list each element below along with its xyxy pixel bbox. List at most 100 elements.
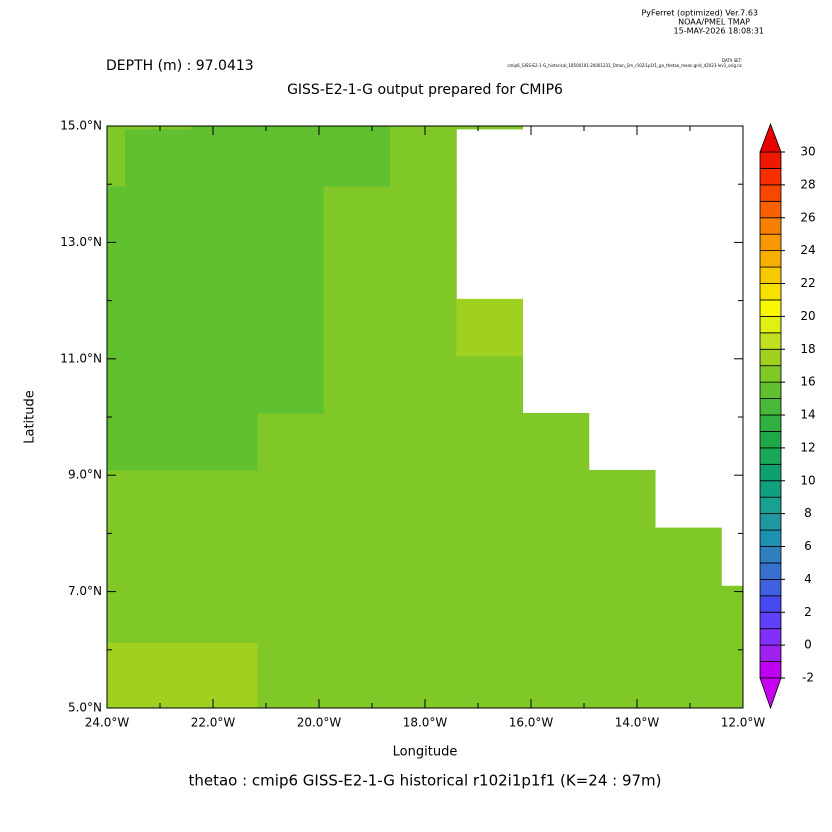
colorbar-band [759, 299, 782, 317]
grid-cell [522, 469, 590, 529]
grid-cell [107, 527, 126, 587]
grid-cell [721, 585, 744, 643]
grid-cell [456, 699, 524, 709]
grid-cell [456, 355, 524, 414]
grid-cell [125, 527, 192, 587]
grid-cell [257, 527, 325, 587]
colorbar-band [759, 414, 782, 432]
grid-cell [191, 126, 259, 130]
grid-cell [456, 469, 524, 529]
colorbar-tick-label: -2 [802, 671, 814, 685]
grid-cell [456, 412, 524, 471]
grid-cell [257, 585, 325, 643]
colorbar-tick-label: 0 [804, 638, 812, 652]
grid-cell [323, 642, 391, 701]
colorbar-band [759, 529, 782, 547]
grid-cell [456, 585, 524, 643]
colorbar-under [759, 677, 782, 710]
grid-cell [323, 469, 391, 529]
grid-cell [107, 585, 126, 643]
grid-cell [588, 585, 656, 643]
colorbar-band [759, 348, 782, 367]
grid-cell [456, 298, 524, 357]
caption: thetao : cmip6 GISS-E2-1-G historical r1… [188, 772, 661, 790]
grid-cell [456, 642, 524, 701]
grid-cell [323, 699, 391, 709]
grid-cell [125, 699, 192, 709]
grid-cell [257, 469, 325, 529]
colorbar-band [759, 398, 782, 416]
y-axis-label: Latitude [23, 390, 38, 444]
colorbar-band [759, 381, 782, 399]
colorbar-band [759, 562, 782, 580]
colorbar-band [759, 283, 782, 301]
x-tick-label: 24.0°W [85, 716, 130, 730]
grid-cell [107, 469, 126, 529]
colorbar-tick-label: 30 [800, 145, 815, 159]
grid-cell [655, 585, 722, 643]
colorbar-band [759, 463, 782, 482]
colorbar-tick-label: 16 [800, 375, 815, 389]
grid-cell [323, 126, 391, 130]
grid-cell [107, 699, 126, 709]
grid-cell [107, 355, 126, 414]
grid-cell [191, 412, 259, 471]
grid-cell [191, 585, 259, 643]
grid-cell [257, 298, 325, 357]
grid-cell [125, 469, 192, 529]
colorbar-tick-label: 28 [800, 177, 815, 191]
grid-cell [390, 298, 457, 357]
colorbar-tick-label: 10 [800, 473, 815, 487]
grid-cell [107, 242, 126, 300]
grid-cell [323, 242, 391, 300]
grid-cell [125, 298, 192, 357]
grid-cell [390, 355, 457, 414]
grid-cell [323, 185, 391, 243]
colorbar-band [759, 200, 782, 219]
colorbar-band [759, 217, 782, 235]
grid-cell [721, 699, 744, 709]
colorbar-tick-label: 24 [800, 243, 815, 257]
grid-cell [125, 355, 192, 414]
x-tick-label: 18.0°W [403, 716, 448, 730]
colorbar-tick-label: 14 [800, 408, 815, 422]
grid-cell [522, 699, 590, 709]
colorbar-band [759, 233, 782, 252]
dataset-name: cmip6_GISS-E2-1-G_historical_18500101-20… [507, 63, 742, 68]
colorbar-band [759, 365, 782, 383]
grid-cell [125, 642, 192, 701]
grid-cell [257, 185, 325, 243]
grid-cell [125, 242, 192, 300]
grid-cell [191, 355, 259, 414]
grid-cell [191, 642, 259, 701]
header-line: 15-MAY-2026 18:08:31 [674, 27, 764, 36]
grid-cell [390, 699, 457, 709]
grid-cell [125, 128, 192, 187]
grid-cell [323, 298, 391, 357]
colorbar-tick-label: 6 [804, 539, 812, 553]
colorbar-band [759, 480, 782, 498]
grid-cell [588, 699, 656, 709]
colorbar-band [759, 250, 782, 268]
colorbar-band [759, 611, 782, 630]
grid-cell [191, 527, 259, 587]
grid-cell [257, 699, 325, 709]
y-tick-label: 11.0°N [60, 351, 102, 365]
y-tick-label: 9.0°N [68, 468, 102, 482]
colorbar-band [759, 151, 782, 169]
colorbar-band [759, 546, 782, 564]
grid-cell [257, 355, 325, 414]
grid-cell [390, 242, 457, 300]
colorbar-band [759, 496, 782, 515]
grid-cell [257, 242, 325, 300]
grid-cell [257, 412, 325, 471]
grid-cell [456, 527, 524, 587]
colorbar-band [759, 168, 782, 186]
colorbar-over [759, 122, 782, 153]
grid-cell [107, 126, 126, 130]
colorbar-band [759, 332, 782, 350]
grid-cell [125, 185, 192, 243]
colorbar-band [759, 578, 782, 597]
grid-cell [107, 185, 126, 243]
